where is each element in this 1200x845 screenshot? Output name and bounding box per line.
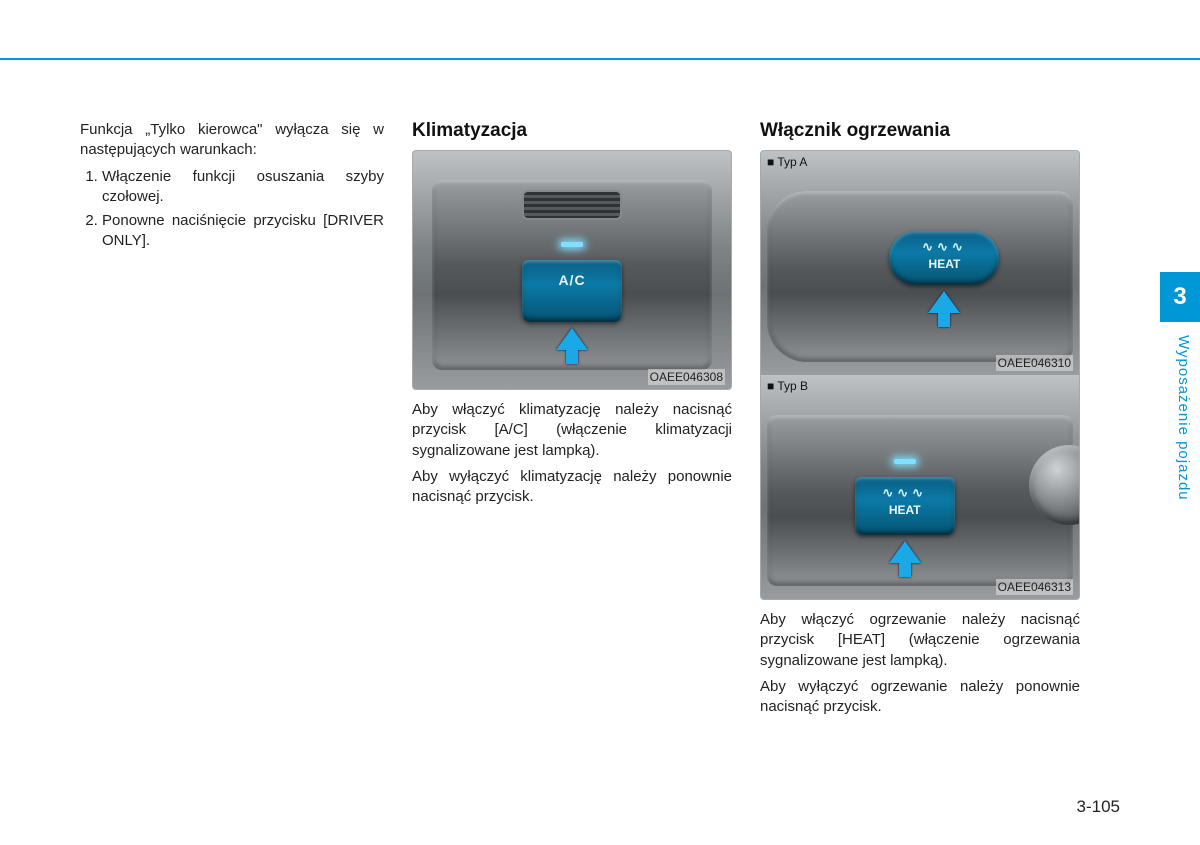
fig-ac: A/C OAEE046308 [412,150,732,390]
fig-ac-code: OAEE046308 [648,369,725,385]
column-1: Funkcja „Tylko kierowca" wyłącza się w n… [80,120,384,723]
col2-p2: Aby wyłączyć klimatyzację należy ponowni… [412,467,732,508]
chapter-tab: 3 [1160,272,1200,322]
arrow-up-icon [928,291,960,313]
fig-heat-a: ■ Typ A ∿∿∿ HEAT OAEE046310 [760,150,1080,375]
fig-heat-b-panel: ∿∿∿ HEAT [767,415,1072,585]
dial-knob [1029,445,1080,525]
column-2: Klimatyzacja A/C OAEE046308 Aby włączyć … [412,120,732,723]
page-number: 3-105 [1077,797,1120,817]
col3-p1: Aby włączyć ogrzewanie należy nacisnąć p… [760,610,1080,671]
vent-grille [522,190,622,220]
heat-a-button-label: HEAT [889,257,999,271]
top-rule [0,58,1200,60]
ac-led-icon [561,242,583,247]
fig-heat-b-typ: ■ Typ B [767,379,808,393]
fig-ac-panel: A/C [432,180,712,370]
fig-heat-b: ■ Typ B ∿∿∿ HEAT OAEE046313 [760,375,1080,600]
col3-p2: Aby wyłączyć ogrzewanie należy ponownie … [760,677,1080,718]
col1-list: Włączenie funkcji osuszania szyby czołow… [80,167,384,252]
col2-heading: Klimatyzacja [412,120,732,142]
heat-b-button-label: HEAT [855,503,955,517]
ac-button: A/C [522,260,622,322]
heat-b-led-icon [894,459,916,464]
arrow-up-icon [889,541,921,563]
side-label: Wyposażenie pojazdu [1175,335,1192,501]
col1-intro: Funkcja „Tylko kierowca" wyłącza się w n… [80,120,384,161]
heat-b-waves-icon: ∿∿∿ [855,485,955,501]
col3-heading: Włącznik ogrzewania [760,120,1080,142]
col1-item-1: Włączenie funkcji osuszania szyby czołow… [102,167,384,208]
fig-heat-a-code: OAEE046310 [996,355,1073,371]
heat-a-button: ∿∿∿ HEAT [889,231,999,285]
fig-heat-a-typ: ■ Typ A [767,155,807,169]
col1-item-2: Ponowne naciśnięcie przycisku [DRIVER ON… [102,211,384,252]
ac-button-label: A/C [522,272,622,288]
column-3: Włącznik ogrzewania ■ Typ A ∿∿∿ HEAT OAE… [760,120,1080,723]
fig-heat-b-code: OAEE046313 [996,579,1073,595]
fig-heat-a-panel: ∿∿∿ HEAT [767,191,1072,361]
arrow-up-icon [556,328,588,350]
content-columns: Funkcja „Tylko kierowca" wyłącza się w n… [80,120,1080,723]
heat-a-waves-icon: ∿∿∿ [889,239,999,255]
col2-p1: Aby włączyć klimatyzację należy nacisnąć… [412,400,732,461]
heat-b-button: ∿∿∿ HEAT [855,477,955,535]
